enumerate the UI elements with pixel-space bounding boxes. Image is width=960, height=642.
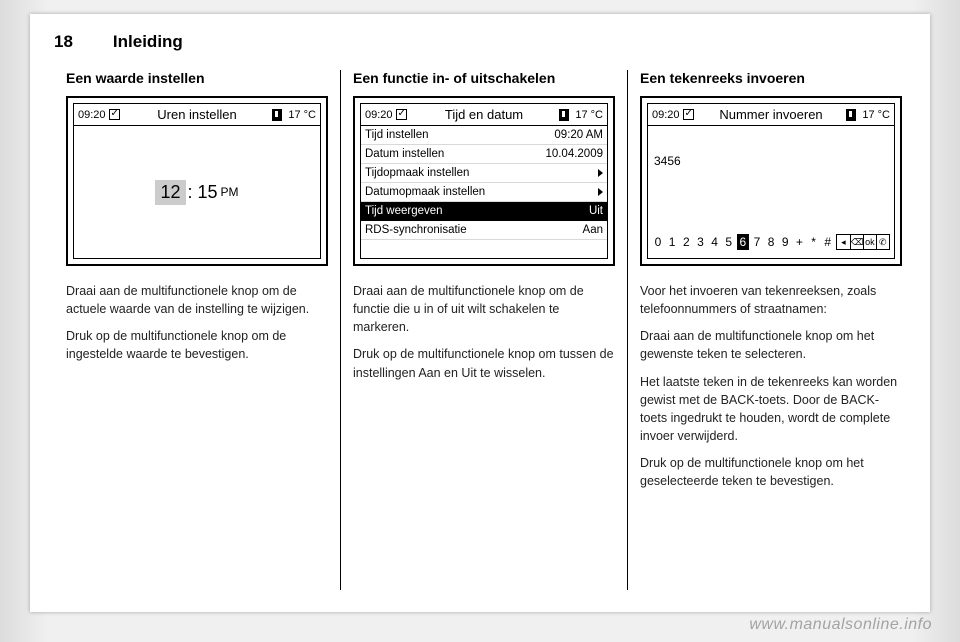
body-text: Draai aan de multifunctionele knop om de…: [353, 282, 615, 391]
display-screenshot-2: 09:20 Tijd en datum 17 °C Tijd instellen…: [353, 96, 615, 266]
paragraph: Voor het invoeren van tekenreeksen, zoal…: [640, 282, 902, 318]
status-title: Tijd en datum: [445, 107, 523, 122]
status-icon: [683, 109, 694, 120]
section-title: Een waarde instellen: [66, 70, 328, 86]
temp-icon: [846, 109, 856, 121]
status-title: Nummer invoeren: [719, 107, 822, 122]
entered-text: 3456: [654, 154, 681, 168]
list-row-label: Tijd weergeven: [365, 202, 443, 221]
list-row-label: Datum instellen: [365, 145, 444, 164]
status-icon: [109, 109, 120, 120]
selected-hour: 12: [155, 180, 185, 205]
paragraph: Draai aan de multifunctionele knop om de…: [353, 282, 615, 336]
digit-key: 5: [723, 235, 735, 249]
list-row: Tijdopmaak instellen: [361, 164, 607, 183]
digit-key: 3: [694, 235, 706, 249]
input-body: 3456 0123456789+*#◂⌫ok✆: [648, 126, 894, 258]
chevron-right-icon: [598, 188, 603, 196]
status-bar: 09:20 Nummer invoeren 17 °C: [648, 104, 894, 126]
status-temp: 17 °C: [288, 109, 316, 121]
status-time: 09:20: [78, 109, 106, 121]
section-title: Een functie in- of uitschakelen: [353, 70, 615, 86]
column-2: Een functie in- of uitschakelen 09:20 Ti…: [340, 70, 627, 590]
list-row: Datumopmaak instellen: [361, 183, 607, 202]
list-row-label: Tijd instellen: [365, 126, 429, 145]
action-icon: ok: [863, 235, 876, 249]
list-row-label: Tijdopmaak instellen: [365, 164, 469, 183]
manual-page: 18 Inleiding Een waarde instellen 09:20 …: [30, 14, 930, 612]
list-row-value: Uit: [589, 202, 603, 221]
digit-key: 6: [737, 234, 749, 250]
temp-icon: [272, 109, 282, 121]
paragraph: Het laatste teken in de tekenreeks kan w…: [640, 373, 902, 446]
action-icon: ⌫: [850, 235, 863, 249]
page-number: 18: [54, 32, 73, 52]
columns-wrapper: Een waarde instellen 09:20 Uren instelle…: [54, 70, 906, 590]
list-row-value: 09:20 AM: [554, 126, 603, 145]
body-text: Draai aan de multifunctionele knop om de…: [66, 282, 328, 373]
display-screenshot-1: 09:20 Uren instellen 17 °C 12 : 15 PM: [66, 96, 328, 266]
status-bar: 09:20 Tijd en datum 17 °C: [361, 104, 607, 126]
digit-row: 0123456789+*#◂⌫ok✆: [652, 234, 890, 250]
status-time: 09:20: [365, 109, 393, 121]
section-title: Een tekenreeks invoeren: [640, 70, 902, 86]
list-row-label: Datumopmaak instellen: [365, 183, 485, 202]
status-icon: [396, 109, 407, 120]
paragraph: Druk op de multifunctionele knop om tuss…: [353, 345, 615, 381]
page-header: 18 Inleiding: [54, 32, 906, 52]
digit-key: 9: [779, 235, 791, 249]
list-row-value: 10.04.2009: [545, 145, 603, 164]
status-bar: 09:20 Uren instellen 17 °C: [74, 104, 320, 126]
list-row-value: Aan: [583, 221, 603, 240]
list-row: Tijd weergeven Uit: [361, 202, 607, 221]
value-body: 12 : 15 PM: [74, 126, 320, 258]
digit-key: 8: [765, 235, 777, 249]
column-3: Een tekenreeks invoeren 09:20 Nummer inv…: [627, 70, 914, 590]
time-rest: : 15: [188, 182, 218, 203]
status-title: Uren instellen: [157, 107, 237, 122]
digit-key: #: [822, 235, 834, 249]
action-icon: ✆: [876, 235, 889, 249]
body-text: Voor het invoeren van tekenreeksen, zoal…: [640, 282, 902, 499]
status-time: 09:20: [652, 109, 680, 121]
digit-key: 0: [652, 235, 664, 249]
action-icon: ◂: [837, 235, 850, 249]
list-row: RDS-synchronisatie Aan: [361, 221, 607, 240]
display-screenshot-3: 09:20 Nummer invoeren 17 °C 3456 0123456…: [640, 96, 902, 266]
paragraph: Draai aan de multifunctionele knop om de…: [66, 282, 328, 318]
chevron-right-icon: [598, 169, 603, 177]
list-body: Tijd instellen 09:20 AM Datum instellen 10.…: [361, 126, 607, 258]
list-row-label: RDS-synchronisatie: [365, 221, 467, 240]
chapter-title: Inleiding: [113, 32, 183, 52]
paragraph: Druk op de multifunctionele knop om het …: [640, 454, 902, 490]
watermark: www.manualsonline.info: [749, 616, 932, 634]
column-1: Een waarde instellen 09:20 Uren instelle…: [54, 70, 340, 590]
status-temp: 17 °C: [862, 109, 890, 121]
digit-key: +: [793, 235, 805, 249]
digit-key: 1: [666, 235, 678, 249]
action-icon-group: ◂⌫ok✆: [836, 234, 890, 250]
digit-key: 2: [680, 235, 692, 249]
status-temp: 17 °C: [575, 109, 603, 121]
list-row: Datum instellen 10.04.2009: [361, 145, 607, 164]
list-row: Tijd instellen 09:20 AM: [361, 126, 607, 145]
time-ampm: PM: [221, 185, 239, 199]
paragraph: Draai aan de multifunctionele knop om he…: [640, 327, 902, 363]
temp-icon: [559, 109, 569, 121]
paragraph: Druk op de multifunctionele knop om de i…: [66, 327, 328, 363]
digit-key: *: [808, 235, 820, 249]
digit-key: 4: [709, 235, 721, 249]
digit-key: 7: [751, 235, 763, 249]
